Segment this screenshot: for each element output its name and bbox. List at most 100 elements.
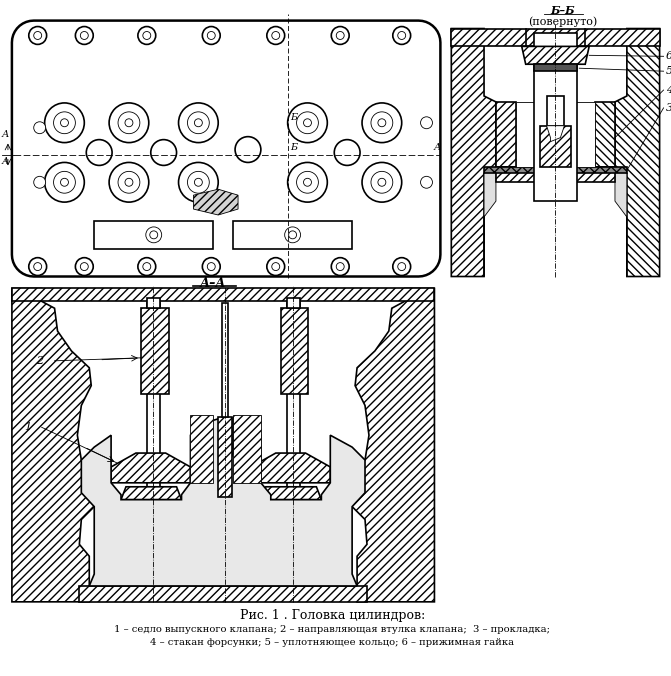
Circle shape (109, 103, 149, 143)
Bar (147, 304, 160, 497)
Circle shape (371, 112, 393, 134)
Circle shape (178, 162, 218, 202)
Text: Б–Б: Б–Б (550, 5, 574, 16)
Circle shape (235, 137, 261, 162)
Text: А: А (1, 158, 9, 166)
Circle shape (54, 171, 75, 193)
Polygon shape (452, 28, 660, 47)
Text: 5: 5 (666, 66, 671, 76)
Circle shape (288, 162, 327, 202)
Circle shape (143, 32, 151, 39)
Circle shape (118, 112, 140, 134)
Circle shape (34, 122, 46, 134)
Circle shape (289, 231, 297, 239)
Circle shape (297, 112, 319, 134)
Circle shape (60, 119, 68, 126)
Circle shape (143, 262, 151, 270)
Circle shape (34, 176, 46, 188)
Circle shape (272, 262, 280, 270)
Bar (484, 168, 627, 173)
Polygon shape (12, 289, 434, 301)
Polygon shape (452, 28, 496, 276)
Circle shape (272, 32, 280, 39)
Circle shape (334, 140, 360, 166)
Circle shape (195, 119, 203, 126)
Circle shape (207, 262, 215, 270)
Circle shape (421, 176, 433, 188)
Text: А–А: А–А (200, 277, 227, 290)
Text: 3: 3 (666, 103, 671, 113)
Polygon shape (141, 308, 168, 393)
Text: 6: 6 (666, 51, 671, 62)
Polygon shape (352, 289, 434, 602)
Polygon shape (595, 102, 615, 168)
Circle shape (45, 103, 85, 143)
Circle shape (125, 178, 133, 187)
Circle shape (29, 258, 46, 276)
Circle shape (34, 32, 42, 39)
Bar (233, 221, 352, 249)
Circle shape (331, 258, 349, 276)
Circle shape (138, 258, 156, 276)
Circle shape (118, 171, 140, 193)
Bar (218, 417, 232, 497)
Polygon shape (261, 487, 321, 500)
Circle shape (34, 262, 42, 270)
Circle shape (29, 26, 46, 45)
Polygon shape (615, 28, 660, 276)
Text: Б: Б (291, 143, 298, 152)
Circle shape (303, 178, 311, 187)
Polygon shape (522, 47, 589, 64)
Circle shape (146, 227, 162, 243)
Circle shape (125, 119, 133, 126)
Text: Б: Б (291, 114, 298, 122)
Circle shape (195, 178, 203, 187)
Circle shape (393, 258, 411, 276)
Bar (533, 32, 577, 201)
Text: (повернуто): (повернуто) (528, 16, 597, 27)
Circle shape (362, 162, 402, 202)
Circle shape (45, 162, 85, 202)
Text: 1: 1 (24, 422, 32, 432)
Polygon shape (496, 102, 516, 168)
Circle shape (81, 32, 89, 39)
Bar (287, 304, 299, 497)
Polygon shape (12, 20, 440, 276)
Circle shape (207, 32, 215, 39)
Circle shape (150, 231, 158, 239)
Polygon shape (79, 586, 367, 602)
Circle shape (297, 171, 319, 193)
Circle shape (378, 178, 386, 187)
Circle shape (109, 162, 149, 202)
Text: Рис. 1 . Головка цилиндров:: Рис. 1 . Головка цилиндров: (240, 609, 425, 622)
Circle shape (267, 26, 285, 45)
Circle shape (203, 26, 220, 45)
Circle shape (288, 103, 327, 143)
Circle shape (398, 32, 406, 39)
Circle shape (138, 26, 156, 45)
Circle shape (203, 258, 220, 276)
Circle shape (54, 112, 75, 134)
Text: 4 – стакан форсунки; 5 – уплотняющее кольцо; 6 – прижимная гайка: 4 – стакан форсунки; 5 – уплотняющее кол… (150, 638, 515, 647)
Circle shape (75, 26, 93, 45)
Polygon shape (121, 487, 182, 500)
Circle shape (421, 117, 433, 128)
Text: А: А (433, 143, 441, 151)
Circle shape (362, 103, 402, 143)
Polygon shape (280, 308, 309, 393)
Polygon shape (496, 168, 615, 183)
Circle shape (393, 26, 411, 45)
Polygon shape (191, 415, 213, 483)
Polygon shape (452, 168, 496, 276)
Polygon shape (193, 189, 238, 215)
Bar (539, 126, 571, 168)
Circle shape (378, 119, 386, 126)
Circle shape (178, 103, 218, 143)
Circle shape (331, 26, 349, 45)
Circle shape (285, 227, 301, 243)
Polygon shape (233, 415, 261, 483)
Text: 1 – седло выпускного клапана; 2 – направляющая втулка клапана;  3 – прокладка;: 1 – седло выпускного клапана; 2 – направ… (114, 625, 550, 634)
Circle shape (87, 140, 112, 166)
Circle shape (336, 262, 344, 270)
Polygon shape (615, 168, 660, 276)
